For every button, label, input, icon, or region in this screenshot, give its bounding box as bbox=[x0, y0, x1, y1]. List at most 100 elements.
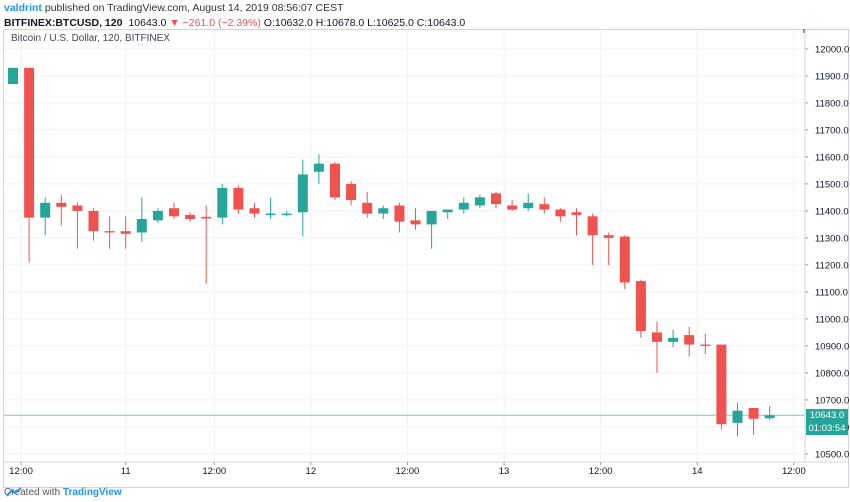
candle bbox=[8, 67, 18, 84]
publish-info: valdrint published on TradingView.com, A… bbox=[4, 2, 344, 14]
candle bbox=[635, 279, 646, 338]
candle-body bbox=[394, 205, 405, 222]
ohlc-open: O:10632.0 bbox=[263, 17, 313, 29]
x-tick-label: 14 bbox=[692, 466, 703, 477]
candle bbox=[652, 321, 662, 373]
candle-body bbox=[523, 202, 534, 209]
x-tick-label: 12:00 bbox=[202, 466, 226, 477]
candle bbox=[748, 408, 759, 435]
candle bbox=[764, 405, 775, 421]
candle-body bbox=[201, 216, 212, 219]
candle bbox=[555, 208, 566, 222]
candle-body bbox=[603, 235, 614, 238]
candle-body bbox=[185, 214, 196, 219]
candle bbox=[88, 208, 99, 241]
candle bbox=[185, 212, 196, 222]
scroll-marker bbox=[803, 29, 805, 33]
candle-body bbox=[378, 208, 389, 214]
candle bbox=[716, 344, 727, 430]
candle bbox=[330, 162, 340, 201]
candle-body bbox=[249, 208, 260, 214]
candle-body bbox=[410, 220, 421, 225]
candle-body bbox=[362, 202, 373, 214]
candle bbox=[120, 216, 131, 249]
grid-lines bbox=[4, 30, 805, 462]
candle-body bbox=[764, 415, 775, 419]
chart-panel[interactable] bbox=[3, 29, 849, 488]
y-tick-label: 10900.0 bbox=[815, 341, 849, 352]
candle-body bbox=[330, 163, 340, 198]
candle-body bbox=[426, 210, 437, 225]
symbol-label: BITFINEX:BTCUSD, 120 bbox=[4, 17, 123, 29]
candle bbox=[40, 197, 51, 236]
candle bbox=[732, 402, 743, 437]
y-tick-label: 10700.0 bbox=[815, 395, 849, 406]
candle bbox=[491, 192, 501, 209]
y-tick-label: 11200.0 bbox=[815, 260, 849, 271]
y-tick-label: 11000.0 bbox=[815, 314, 849, 325]
ohlc-high: H:10678.0 bbox=[315, 17, 365, 29]
candle bbox=[539, 197, 550, 214]
x-tick-label: 12:00 bbox=[396, 466, 420, 477]
candle-body bbox=[619, 236, 630, 283]
price-change: ▼ −261.0 (−2.39%) bbox=[169, 17, 261, 29]
y-tick-label: 11600.0 bbox=[815, 152, 849, 163]
candles bbox=[8, 29, 805, 437]
created-with-label: Created with bbox=[4, 487, 61, 498]
candle-body bbox=[507, 205, 518, 210]
symbol-info: BITFINEX:BTCUSD, 120 10643.0 ▼ −261.0 (−2… bbox=[4, 17, 465, 29]
candle bbox=[24, 67, 35, 263]
candle bbox=[56, 194, 67, 226]
candle bbox=[571, 208, 582, 236]
candle-body bbox=[652, 332, 662, 342]
y-tick-label: 11300.0 bbox=[815, 233, 849, 244]
tradingview-logo-icon bbox=[6, 487, 22, 497]
tradingview-brand-link[interactable]: TradingView bbox=[62, 487, 122, 498]
candle-body bbox=[346, 183, 357, 201]
candle bbox=[217, 183, 228, 225]
candle bbox=[201, 205, 212, 284]
candle bbox=[362, 192, 373, 218]
candle bbox=[104, 216, 115, 249]
candle-body bbox=[458, 202, 469, 210]
ohlc-close: C:10643.0 bbox=[416, 17, 466, 29]
candle-body bbox=[152, 210, 163, 221]
candle-body bbox=[635, 281, 646, 332]
candle-body bbox=[24, 67, 35, 218]
candle-body bbox=[56, 202, 67, 207]
candle-body bbox=[104, 231, 115, 233]
candle-body bbox=[233, 187, 244, 210]
candle bbox=[603, 232, 614, 265]
x-tick-label: 12 bbox=[306, 466, 317, 477]
candle-body bbox=[732, 410, 743, 423]
candle bbox=[426, 210, 437, 249]
candle bbox=[281, 210, 292, 217]
x-tick-label: 12:00 bbox=[9, 466, 33, 477]
candle bbox=[474, 194, 485, 209]
y-tick-label: 11900.0 bbox=[815, 71, 849, 82]
candle bbox=[297, 159, 308, 237]
candle bbox=[619, 235, 630, 290]
candle-body bbox=[571, 212, 582, 215]
time-axis: 12:00 11 12:00 12 12:00 13 12:00 14 12:00 bbox=[4, 461, 848, 477]
price-axis: 12000.0 11900.0 11800.0 11700.0 11600.0 11500… bbox=[804, 30, 849, 462]
x-tick-label: 11 bbox=[121, 466, 131, 477]
candle bbox=[313, 154, 324, 184]
candle bbox=[684, 327, 695, 357]
candle bbox=[346, 181, 357, 206]
x-tick-label: 12:00 bbox=[782, 466, 806, 477]
x-tick-label: 12:00 bbox=[589, 466, 613, 477]
candle-body bbox=[8, 67, 18, 84]
footer: Created with TradingView bbox=[4, 487, 122, 498]
candle bbox=[394, 202, 405, 233]
candle bbox=[265, 197, 276, 219]
y-tick-label: 10500.0 bbox=[815, 449, 849, 460]
candle-body bbox=[555, 209, 566, 217]
candle-body bbox=[684, 335, 695, 345]
candle-body bbox=[136, 219, 147, 233]
candle-body bbox=[120, 231, 131, 234]
candle-body bbox=[265, 213, 276, 215]
series-title: Bitcoin / U.S. Dollar, 120, BITFINEX bbox=[11, 33, 170, 44]
author-link[interactable]: valdrint bbox=[4, 2, 42, 14]
